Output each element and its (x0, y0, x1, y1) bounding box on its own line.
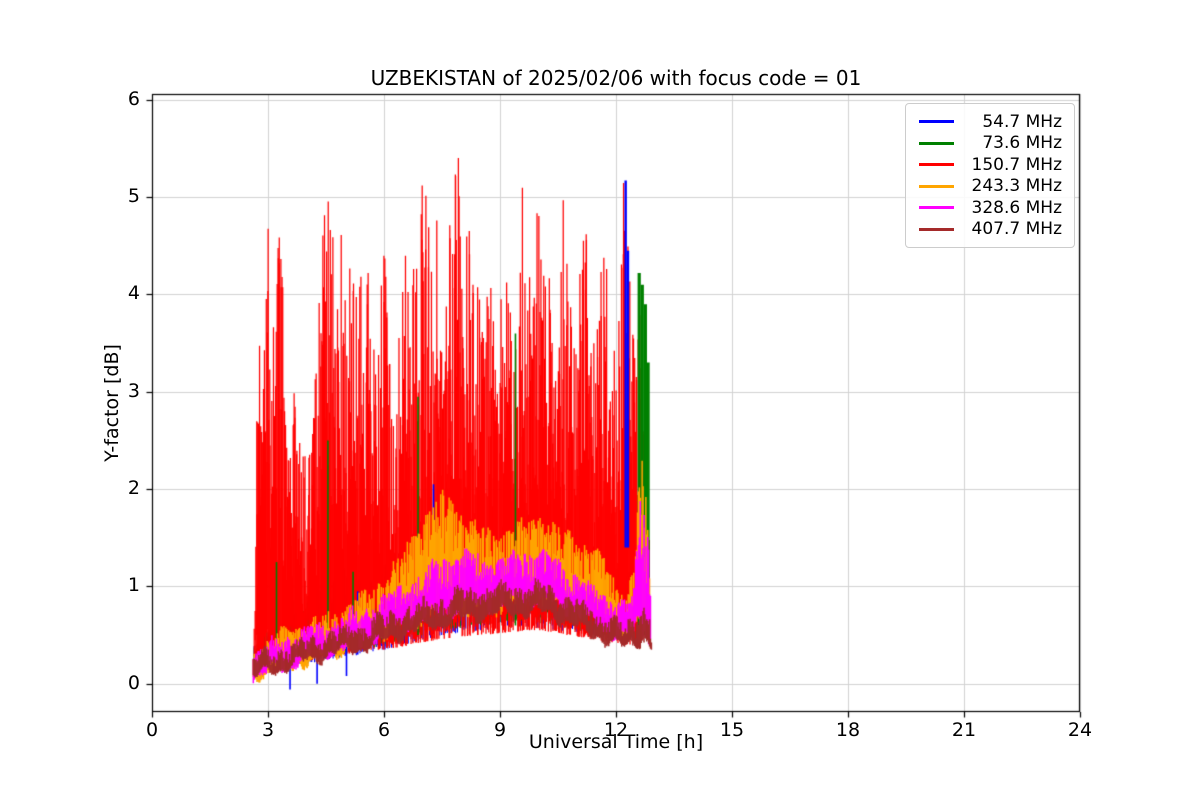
legend-label: 328.6 MHz (971, 197, 1062, 218)
x-tick-label: 18 (835, 719, 861, 741)
x-tick-label: 0 (145, 719, 159, 741)
legend-entry: 407.7 MHz (919, 219, 1062, 241)
x-axis-label: Universal Time [h] (528, 731, 704, 753)
legend-label: 407.7 MHz (971, 219, 1062, 240)
legend-line-swatch (919, 141, 954, 145)
legend-line-swatch (919, 206, 954, 210)
legend-label: 243.3 MHz (971, 176, 1062, 197)
legend-line-swatch (919, 120, 954, 124)
legend-line-swatch (919, 163, 954, 167)
x-tick-label: 21 (951, 719, 977, 741)
legend-entry: 73.6 MHz (919, 133, 1062, 155)
legend-label: 150.7 MHz (971, 154, 1062, 175)
y-tick-label: 5 (127, 185, 140, 208)
legend-entry: 243.3 MHz (919, 176, 1062, 198)
x-tick-label: 3 (261, 719, 275, 741)
y-axis-label: Y-factor [dB] (101, 344, 123, 462)
y-tick-label: 1 (127, 574, 140, 597)
x-tick-label: 12 (603, 719, 629, 741)
legend-entry: 54.7 MHz (919, 111, 1062, 133)
legend: 54.7 MHz 73.6 MHz 150.7 MHz 243.3 MHz 328.6 … (905, 103, 1075, 248)
legend-line-swatch (919, 184, 954, 188)
y-tick-label: 0 (127, 671, 140, 694)
legend-line-swatch (919, 227, 954, 231)
y-tick-label: 6 (127, 87, 140, 110)
x-tick-label: 24 (1067, 719, 1093, 741)
y-tick-label: 4 (127, 282, 140, 305)
chart-title: UZBEKISTAN of 2025/02/06 with focus code… (370, 66, 862, 90)
legend-label: 54.7 MHz (982, 111, 1062, 132)
y-tick-label: 3 (127, 379, 140, 402)
legend-entry: 150.7 MHz (919, 154, 1062, 176)
legend-entry: 328.6 MHz (919, 197, 1062, 219)
x-tick-label: 6 (377, 719, 391, 741)
y-tick-label: 2 (127, 477, 140, 500)
legend-label: 73.6 MHz (982, 133, 1062, 154)
x-tick-label: 15 (719, 719, 745, 741)
x-tick-label: 9 (493, 719, 507, 741)
